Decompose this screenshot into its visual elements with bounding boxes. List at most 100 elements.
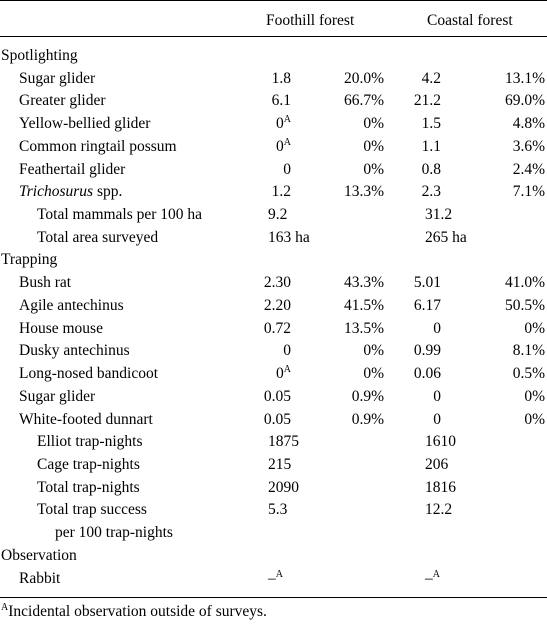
foothill-percent: 0%	[363, 113, 384, 135]
coastal-percent: 0%	[524, 386, 545, 408]
foothill-percent-value: 0%	[363, 160, 384, 178]
foothill-value: 2.20	[264, 295, 291, 317]
coastal-value-value: 1.1	[421, 137, 441, 155]
row-label: Common ringtail possum	[19, 136, 177, 158]
foothill-percent: 66.7%	[344, 90, 384, 112]
foothill-value: 2.30	[264, 272, 291, 294]
coastal-percent-value: 4.8%	[512, 115, 545, 133]
footnote: AIncidental observation outside of surve…	[1, 603, 267, 621]
foothill-total: –A	[268, 568, 283, 590]
foothill-value: 1.2	[272, 181, 291, 203]
table-row: Elliot trap-nights 1875 1610	[0, 431, 547, 453]
foothill-percent-value: 13.5%	[343, 319, 384, 337]
coastal-total: 12.2	[425, 499, 452, 521]
coastal-total-value: –	[425, 569, 433, 587]
foothill-percent-value: 0.9%	[351, 410, 384, 428]
coastal-total-value: 1816	[425, 478, 456, 496]
table-row: House mouse 0.72 13.5% 0 0%	[0, 318, 547, 340]
row-label: Sugar glider	[19, 68, 95, 90]
section-title: Trapping	[1, 251, 58, 269]
coastal-total: 265 ha	[425, 227, 467, 249]
foothill-percent: 0%	[363, 340, 384, 362]
row-label-text: per 100 trap-nights	[55, 524, 173, 542]
foothill-value: 0.05	[264, 409, 291, 431]
row-label-text: Sugar glider	[19, 387, 96, 405]
row-label-text: Rabbit	[19, 569, 61, 587]
row-label: Sugar glider	[19, 386, 95, 408]
coastal-percent-value: 69.0%	[504, 92, 545, 110]
foothill-percent-value: 0%	[363, 137, 384, 155]
foothill-value-value: 2.20	[263, 296, 291, 314]
coastal-percent-value: 7.1%	[512, 183, 545, 201]
coastal-value: 21.2	[414, 90, 441, 112]
coastal-total: 1816	[425, 477, 456, 499]
row-label: Feathertail glider	[19, 159, 125, 181]
foothill-percent-value: 0%	[363, 342, 384, 360]
coastal-percent: 69.0%	[505, 90, 545, 112]
foothill-value-value: 0	[276, 137, 284, 155]
coastal-percent: 13.1%	[505, 68, 545, 90]
coastal-value: 0.99	[414, 340, 441, 362]
coastal-percent: 0.5%	[513, 363, 545, 385]
foothill-value: 0	[283, 159, 291, 181]
foothill-value-value: 0	[276, 365, 284, 383]
row-label-text: Bush rat	[19, 274, 72, 292]
foothill-value: 0	[283, 340, 291, 362]
foothill-total-value: 215	[268, 455, 292, 473]
foothill-value-note: A	[283, 364, 291, 376]
foothill-percent: 41.5%	[344, 295, 384, 317]
coastal-value: 0.06	[414, 363, 441, 385]
table-row: Trichosurus spp. 1.2 13.3% 2.3 7.1%	[0, 181, 547, 203]
foothill-percent: 13.3%	[344, 181, 384, 203]
foothill-value: 0.72	[264, 318, 291, 340]
coastal-percent: 8.1%	[513, 340, 545, 362]
coastal-value: 1.1	[422, 136, 441, 158]
table-row: Dusky antechinus 0 0% 0.99 8.1%	[0, 340, 547, 362]
coastal-value-value: 0	[433, 387, 441, 405]
foothill-total-value: –	[268, 569, 276, 587]
row-label: Total area surveyed	[37, 227, 158, 249]
row-label: Cage trap-nights	[37, 454, 140, 476]
coastal-percent: 41.0%	[505, 272, 545, 294]
foothill-total: 163 ha	[268, 227, 310, 249]
coastal-total-value: 31.2	[425, 206, 453, 224]
coastal-percent-value: 8.1%	[512, 342, 545, 360]
foothill-percent-value: 20.0%	[343, 69, 384, 87]
row-label-text: Elliot trap-nights	[37, 433, 143, 451]
coastal-value-value: 2.3	[421, 183, 441, 201]
row-label-text: Yellow-bellied glider	[19, 115, 151, 133]
row-label-suffix: spp.	[93, 183, 123, 201]
foothill-value: 0A	[276, 113, 291, 135]
row-label: White-footed dunnart	[19, 409, 153, 431]
foothill-value: 0.05	[264, 386, 291, 408]
coastal-percent-value: 41.0%	[504, 274, 545, 292]
row-label: Rabbit	[19, 568, 60, 590]
row-label: Greater glider	[19, 90, 106, 112]
table-row: Long-nosed bandicoot 0A 0% 0.06 0.5%	[0, 363, 547, 385]
foothill-value-note: A	[283, 136, 291, 148]
foothill-percent: 0%	[363, 363, 384, 385]
row-label-text: White-footed dunnart	[19, 410, 153, 428]
row-label-text: Sugar glider	[19, 69, 96, 87]
coastal-value-value: 6.17	[413, 296, 441, 314]
bottom-rule	[0, 597, 547, 598]
coastal-percent-value: 0.5%	[512, 365, 545, 383]
table-row: Agile antechinus 2.20 41.5% 6.17 50.5%	[0, 295, 547, 317]
foothill-value-value: 1.8	[271, 69, 291, 87]
foothill-percent: 0.9%	[352, 409, 384, 431]
row-label-text: Common ringtail possum	[19, 137, 177, 155]
coastal-percent: 50.5%	[505, 295, 545, 317]
coastal-value: 1.5	[422, 113, 441, 135]
row-label-text: Feathertail glider	[19, 160, 126, 178]
header-coastal-forest: Coastal forest	[427, 12, 513, 29]
row-label: Elliot trap-nights	[37, 431, 142, 453]
coastal-value-value: 0	[433, 410, 441, 428]
foothill-total-value: 163 ha	[268, 228, 310, 246]
table-row: Yellow-bellied glider 0A 0% 1.5 4.8%	[0, 113, 547, 135]
table-row: Rabbit –A –A	[0, 568, 547, 590]
coastal-total: 1610	[425, 431, 456, 453]
foothill-total-value: 5.3	[268, 501, 288, 519]
table-row: per 100 trap-nights	[0, 522, 547, 544]
foothill-percent-value: 0%	[363, 115, 384, 133]
table-row: Total trap-nights 2090 1816	[0, 477, 547, 499]
